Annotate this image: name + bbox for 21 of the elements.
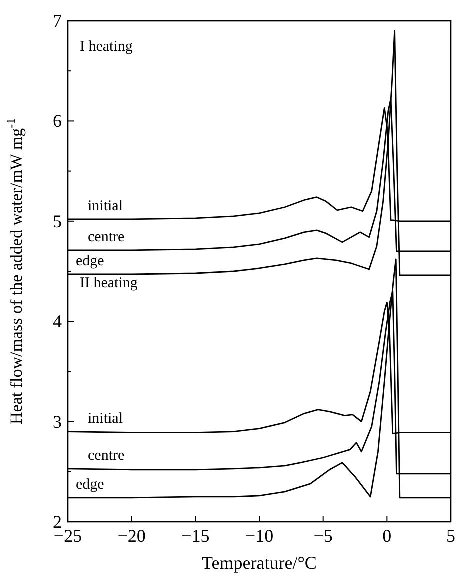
x-tick-label: −20 [118, 526, 146, 546]
x-tick-label: −10 [245, 526, 274, 546]
y-tick-label: 4 [53, 312, 62, 332]
series-label: initial [88, 198, 123, 214]
x-tick-label: 0 [382, 526, 392, 546]
series-label: initial [88, 410, 123, 427]
y-tick-label: 2 [53, 512, 62, 532]
y-tick-label: 7 [53, 11, 62, 31]
series-label: centre [88, 229, 125, 246]
annotation: I heating [80, 39, 134, 55]
series-label: edge [76, 476, 105, 493]
x-tick-label: −15 [182, 526, 210, 546]
annotation: II heating [80, 275, 138, 292]
y-tick-label: 6 [53, 111, 62, 132]
x-tick-label: −5 [314, 526, 333, 546]
series-label: edge [76, 254, 105, 270]
y-tick-label: 3 [53, 412, 62, 432]
x-tick-label: 5 [446, 526, 456, 546]
y-tick-label: 5 [53, 211, 62, 232]
series-label: centre [88, 448, 125, 464]
x-axis-title: Temperature/°C [202, 553, 317, 573]
